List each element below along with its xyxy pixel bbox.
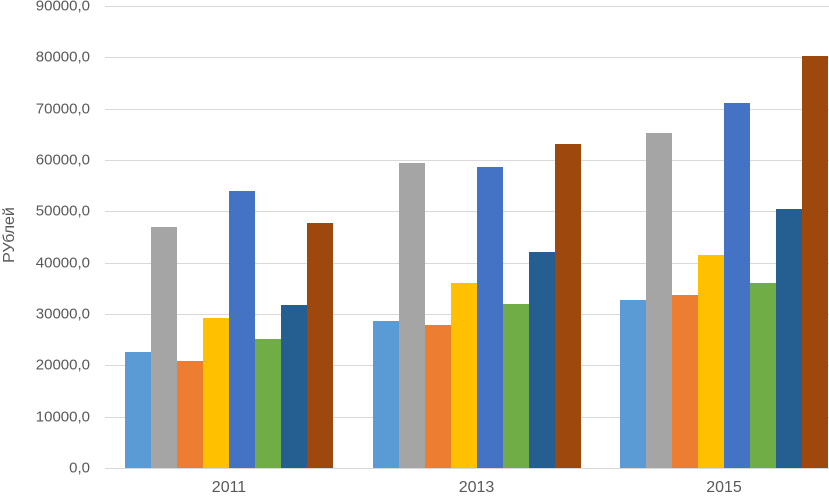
bar-series-8-dark-red-2013 (554, 144, 581, 468)
y-tick-label-70000: 70000,0 (35, 100, 90, 118)
bar-series-5-blue-2015 (724, 102, 750, 468)
bar-series-2-gray-2013 (398, 163, 425, 468)
y-tick-label-20000: 20000,0 (35, 356, 90, 374)
bar-series-1-light-blue-2011 (125, 351, 151, 468)
y-tick-label-10000: 10000,0 (35, 408, 90, 426)
bar-series-8-dark-red-2011 (307, 222, 333, 468)
bar-series-2-gray-2015 (646, 132, 672, 468)
bar-series-3-orange-2015 (672, 295, 698, 468)
bar-series-6-green-2015 (750, 283, 776, 468)
gridline-90000 (105, 6, 829, 7)
y-tick-label-80000: 80000,0 (35, 48, 90, 66)
bar-series-7-dark-blue-2015 (776, 209, 802, 468)
y-tick-label-60000: 60000,0 (35, 151, 90, 169)
gridline-60000 (105, 160, 829, 161)
bar-series-3-orange-2013 (424, 324, 451, 468)
gridline-70000 (105, 109, 829, 110)
x-axis-line (105, 468, 829, 469)
bar-series-8-dark-red-2015 (802, 55, 828, 468)
bar-series-5-blue-2013 (476, 166, 503, 468)
y-tick-label-40000: 40000,0 (35, 254, 90, 272)
y-tick-label-30000: 30000,0 (35, 305, 90, 323)
gridline-50000 (105, 211, 829, 212)
x-category-label-2015: 2015 (706, 479, 742, 496)
x-category-label-2013: 2013 (458, 479, 495, 496)
bar-series-4-yellow-2015 (698, 254, 724, 468)
bar-series-7-dark-blue-2013 (528, 251, 555, 468)
x-category-label-2011: 2011 (211, 479, 247, 496)
bar-series-5-blue-2011 (229, 190, 255, 468)
bar-series-6-green-2011 (255, 338, 281, 468)
y-tick-label-50000: 50000,0 (35, 202, 90, 220)
bar-series-4-yellow-2013 (450, 283, 477, 468)
bar-series-1-light-blue-2015 (620, 299, 646, 468)
y-tick-label-0: 0,0 (69, 459, 90, 477)
bar-series-4-yellow-2011 (203, 318, 229, 468)
bar-series-2-gray-2011 (151, 226, 177, 468)
bar-series-6-green-2013 (502, 304, 529, 468)
gridline-80000 (105, 57, 829, 58)
bar-series-1-light-blue-2013 (372, 321, 399, 468)
bar-series-7-dark-blue-2011 (281, 304, 307, 468)
y-tick-label-90000: 90000,0 (35, 0, 90, 15)
gridline-40000 (105, 263, 829, 264)
bar-series-3-orange-2011 (177, 360, 203, 468)
